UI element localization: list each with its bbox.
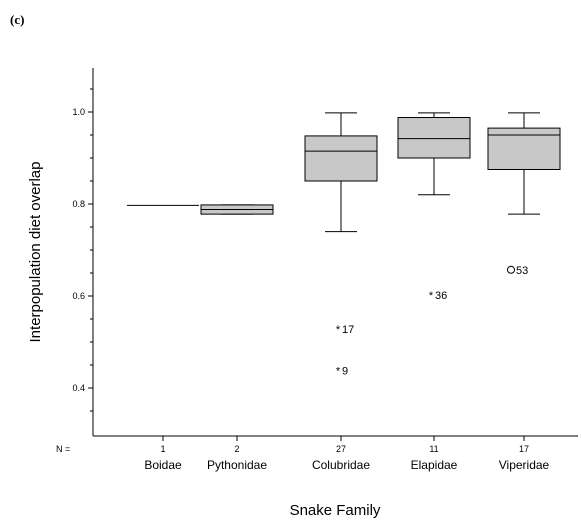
box-iqr [304, 135, 378, 182]
n-value: 17 [519, 444, 529, 454]
category-label: Viperidae [499, 458, 550, 472]
box-iqr [397, 117, 471, 159]
category-label: Pythonidae [207, 458, 267, 472]
outlier-label: 36 [435, 290, 447, 302]
outlier-circle-marker [507, 265, 515, 274]
box-colubridae: * 17* 9 [304, 112, 378, 378]
n-label: N = [56, 444, 70, 454]
outlier-star-marker: * [336, 324, 341, 336]
n-values: 1 2 27 11 17 [160, 444, 529, 454]
outlier-label: 17 [342, 324, 354, 336]
y-tick-label: 0.4 [72, 383, 85, 393]
n-value: 11 [429, 444, 438, 454]
panel-label: (c) [10, 12, 24, 27]
box-iqr [487, 127, 561, 171]
y-tick-label: 0.8 [72, 199, 85, 209]
category-label: Elapidae [411, 458, 458, 472]
x-axis-label: Snake Family [290, 502, 381, 519]
n-value: 2 [234, 444, 239, 454]
outlier-star-marker: * [336, 366, 341, 378]
x-ticks [162, 436, 525, 441]
n-value: 27 [336, 444, 346, 454]
category-labels: Boidae Pythonidae Colubridae Elapidae Viperi… [144, 458, 549, 472]
y-tick-label: 0.6 [72, 291, 85, 301]
outlier-label: 53 [516, 265, 528, 277]
box-elapidae: * 36 [397, 112, 471, 302]
y-axis-label: Interpopulation diet overlap [27, 162, 44, 343]
category-label: Colubridae [312, 458, 370, 472]
y-ticks: 0.4 0.6 0.8 1.0 [72, 88, 93, 412]
outlier-star-marker: * [429, 290, 434, 302]
box-viperidae: 53 [487, 112, 561, 277]
outlier-label: 9 [342, 366, 348, 378]
y-tick-label: 1.0 [72, 107, 85, 117]
n-value: 1 [160, 444, 165, 454]
box-pythonidae [200, 204, 274, 215]
category-label: Boidae [144, 458, 182, 472]
